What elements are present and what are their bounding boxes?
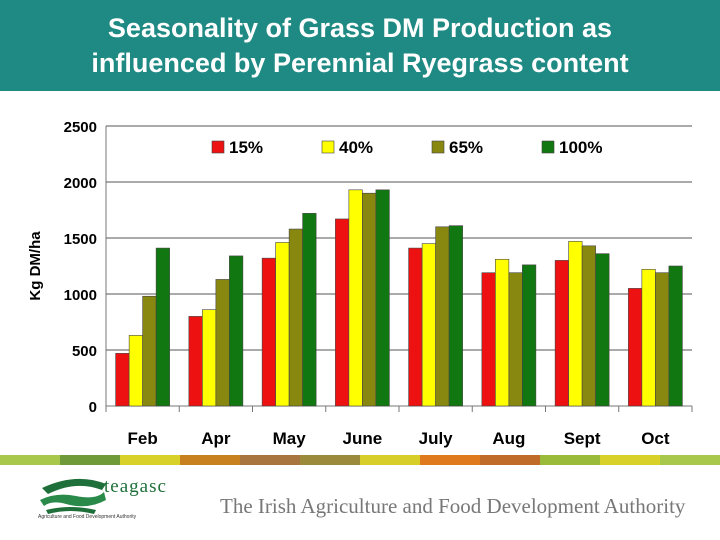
bar-chart: 0 500 1000 1500 2000 2500 Feb Apr May June July Aug… (27, 119, 693, 448)
bar-feb-100pct (155, 247, 170, 407)
stripe-segment (120, 455, 180, 465)
bar-june-65pct (362, 192, 377, 407)
bar-aug-40pct (495, 258, 510, 407)
bar-feb-40pct (128, 335, 143, 407)
bar-sept-40pct (568, 241, 583, 407)
bar-may-100pct (302, 213, 317, 407)
bar-aug-65pct (508, 272, 523, 407)
bar-july-15pct (408, 247, 423, 407)
bar-june-40pct (348, 189, 363, 407)
bar-apr-100pct (229, 255, 244, 407)
logo-subtitle: Agriculture and Food Development Authori… (38, 514, 137, 520)
bar-feb-65pct (142, 295, 157, 407)
legend-label: 40% (339, 138, 373, 157)
bar-may-40pct (275, 242, 290, 407)
stripe-segment (660, 455, 720, 465)
bar-june-15pct (335, 218, 350, 407)
legend-swatch (211, 140, 225, 154)
stripe-segment (180, 455, 240, 465)
x-tick-label: Feb (128, 429, 158, 448)
stripe-segment (420, 455, 480, 465)
stripe-segment (60, 455, 120, 465)
bar-feb-15pct (115, 353, 130, 407)
stripe-segment (0, 455, 60, 465)
stripe-segment (600, 455, 660, 465)
stripe-segment (240, 455, 300, 465)
legend-label: 15% (229, 138, 263, 157)
y-tick-label: 0 (89, 399, 97, 416)
stripe-segment (540, 455, 600, 465)
bar-july-40pct (421, 243, 436, 407)
bar-june-100pct (375, 189, 390, 407)
footer-color-stripe (0, 455, 720, 465)
y-tick-label: 1000 (64, 287, 97, 304)
y-tick-label: 2500 (64, 119, 97, 136)
stripe-segment (360, 455, 420, 465)
stripe-segment (300, 455, 360, 465)
bar-may-65pct (288, 228, 303, 407)
title-line-2: influenced by Perennial Ryegrass content (91, 47, 629, 78)
bar-apr-65pct (215, 279, 230, 407)
title-bar: Seasonality of Grass DM Production as in… (0, 0, 720, 91)
legend-swatch (321, 140, 335, 154)
legend-swatch (541, 140, 555, 154)
y-tick-label: 2000 (64, 175, 97, 192)
x-tick-label: July (419, 429, 454, 448)
x-tick-label: Apr (201, 429, 231, 448)
bar-july-65pct (435, 226, 450, 407)
logo-wordmark: teagasc (104, 476, 167, 497)
bar-aug-100pct (522, 264, 537, 407)
x-tick-label: Oct (641, 429, 670, 448)
bar-july-100pct (448, 225, 463, 407)
bar-aug-15pct (481, 272, 496, 407)
bar-sept-65pct (581, 245, 596, 407)
x-tick-label: May (273, 429, 307, 448)
bar-may-15pct (261, 257, 276, 407)
bar-oct-40pct (641, 269, 656, 407)
x-tick-label: June (343, 429, 383, 448)
bar-oct-15pct (628, 288, 643, 407)
authority-text: The Irish Agriculture and Food Developme… (220, 494, 686, 518)
x-tick-label: Aug (492, 429, 525, 448)
bar-apr-40pct (202, 309, 217, 407)
y-tick-label: 1500 (64, 231, 97, 248)
bar-apr-15pct (188, 316, 203, 407)
bar-sept-100pct (595, 253, 610, 407)
title-line-1: Seasonality of Grass DM Production as (107, 12, 613, 43)
legend-label: 65% (449, 138, 483, 157)
x-tick-label: Sept (564, 429, 601, 448)
bar-oct-100pct (668, 265, 683, 407)
legend-label: 100% (559, 138, 602, 157)
teagasc-logo (40, 478, 106, 514)
y-axis-title: Kg DM/ha (27, 231, 44, 301)
bar-sept-15pct (554, 260, 569, 407)
legend-swatch (431, 140, 445, 154)
bar-oct-65pct (655, 272, 670, 407)
y-tick-label: 500 (72, 343, 97, 360)
stripe-segment (480, 455, 540, 465)
